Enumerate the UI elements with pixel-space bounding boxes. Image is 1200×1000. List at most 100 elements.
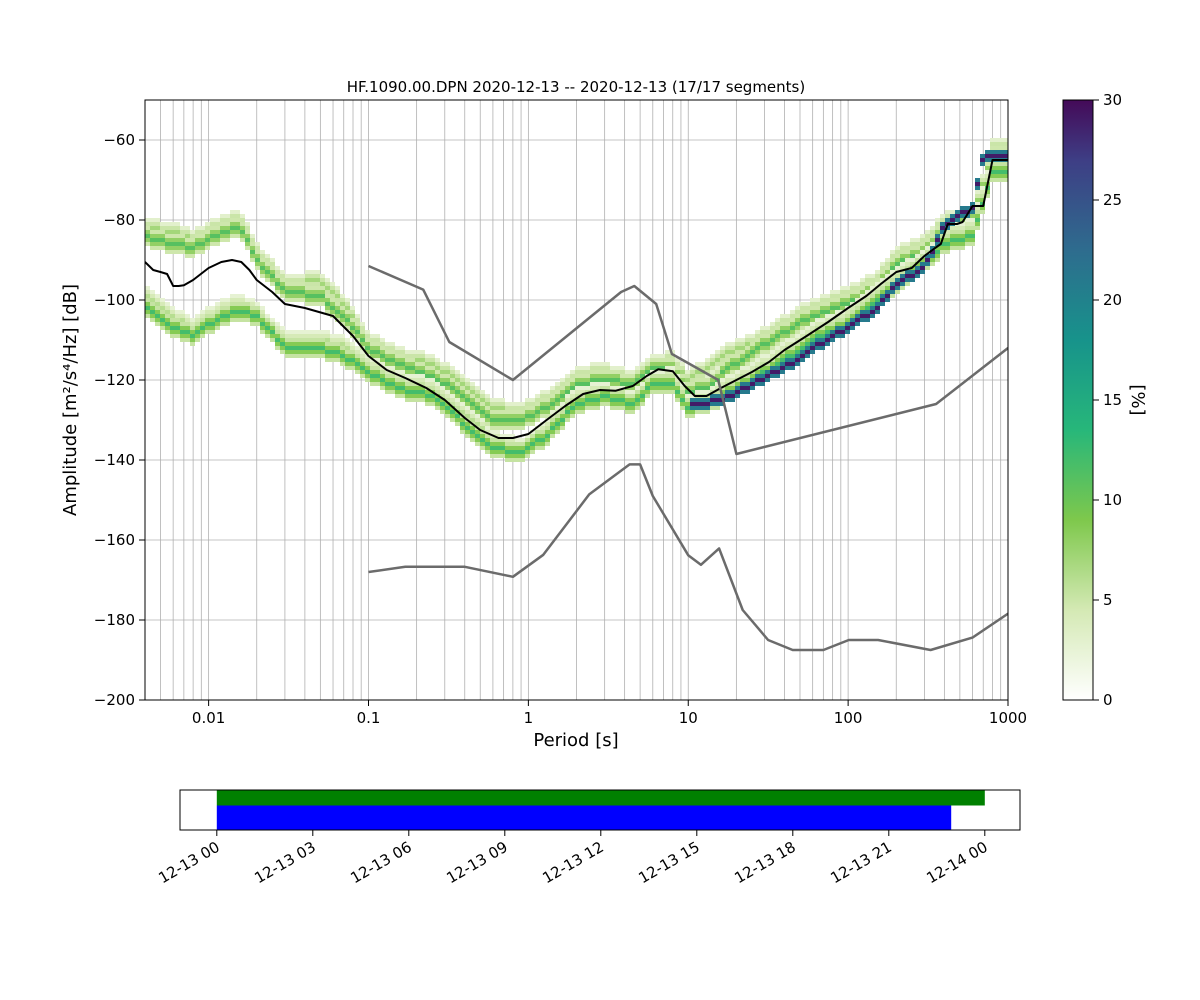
heatmap-cell <box>570 390 575 394</box>
heatmap-cell <box>415 370 420 374</box>
heatmap-cell <box>250 258 255 262</box>
heatmap-cell <box>735 354 740 358</box>
y-axis-ticks: −60−80−100−120−140−160−180−200 <box>94 131 145 709</box>
heatmap-cell <box>150 218 155 222</box>
heatmap-cell <box>700 402 705 406</box>
heatmap-cell <box>485 398 490 402</box>
heatmap-cell <box>745 370 750 374</box>
heatmap-cell <box>585 406 590 410</box>
heatmap-cell <box>755 354 760 358</box>
heatmap-cell <box>640 366 645 370</box>
heatmap-cell <box>515 410 520 414</box>
heatmap-cell <box>705 358 710 362</box>
heatmap-cell <box>365 338 370 342</box>
heatmap-cell <box>390 366 395 370</box>
heatmap-cell <box>760 334 765 338</box>
heatmap-cell <box>475 406 480 410</box>
heatmap-cell <box>940 230 945 234</box>
heatmap-cell <box>975 182 980 186</box>
heatmap-cell <box>155 218 160 222</box>
heatmap-cell <box>295 286 300 290</box>
heatmap-cell <box>585 394 590 398</box>
heatmap-cell <box>150 242 155 246</box>
heatmap-cell <box>615 374 620 378</box>
heatmap-cell <box>590 402 595 406</box>
heatmap-cell <box>355 314 360 318</box>
heatmap-cell <box>240 302 245 306</box>
heatmap-cell <box>650 386 655 390</box>
heatmap-cell <box>980 206 985 210</box>
heatmap-cell <box>500 414 505 418</box>
heatmap-cell <box>685 378 690 382</box>
heatmap-cell <box>935 222 940 226</box>
heatmap-cell <box>345 354 350 358</box>
heatmap-cell <box>340 346 345 350</box>
heatmap-cell <box>585 366 590 370</box>
heatmap-cell <box>665 366 670 370</box>
heatmap-cell <box>470 398 475 402</box>
heatmap-cell <box>415 350 420 354</box>
heatmap-cell <box>205 330 210 334</box>
heatmap-cell <box>855 322 860 326</box>
heatmap-cell <box>320 298 325 302</box>
heatmap-cell <box>245 234 250 238</box>
heatmap-cell <box>440 398 445 402</box>
heatmap-cell <box>545 442 550 446</box>
heatmap-cell <box>190 254 195 258</box>
heatmap-cell <box>255 254 260 258</box>
heatmap-cell <box>520 422 525 426</box>
heatmap-cell <box>225 322 230 326</box>
heatmap-cell <box>325 350 330 354</box>
heatmap-cell <box>975 226 980 230</box>
heatmap-cell <box>820 346 825 350</box>
heatmap-cell <box>595 374 600 378</box>
heatmap-cell <box>495 406 500 410</box>
heatmap-cell <box>860 278 865 282</box>
heatmap-cell <box>860 286 865 290</box>
heatmap-cell <box>145 306 150 310</box>
heatmap-cell <box>735 390 740 394</box>
heatmap-cell <box>505 426 510 430</box>
heatmap-cell <box>595 406 600 410</box>
heatmap-cell <box>345 306 350 310</box>
heatmap-cell <box>240 226 245 230</box>
heatmap-cell <box>400 350 405 354</box>
heatmap-cell <box>825 326 830 330</box>
heatmap-cell <box>700 406 705 410</box>
heatmap-cell <box>330 358 335 362</box>
heatmap-cell <box>385 358 390 362</box>
heatmap-cell <box>840 334 845 338</box>
heatmap-cell <box>750 338 755 342</box>
heatmap-cell <box>585 386 590 390</box>
colorbar-tick-label: 0 <box>1103 691 1113 709</box>
heatmap-cell <box>230 294 235 298</box>
heatmap-cell <box>465 434 470 438</box>
heatmap-cell <box>780 326 785 330</box>
heatmap-cell <box>995 162 1000 166</box>
heatmap-cell <box>305 338 310 342</box>
heatmap-cell <box>480 410 485 414</box>
heatmap-cell <box>495 438 500 442</box>
heatmap-cell <box>390 374 395 378</box>
heatmap-cell <box>830 310 835 314</box>
heatmap-cell <box>520 418 525 422</box>
heatmap-cell <box>755 342 760 346</box>
heatmap-cell <box>860 302 865 306</box>
heatmap-cell <box>780 330 785 334</box>
x-tick-label: 1 <box>524 709 534 727</box>
heatmap-cell <box>570 378 575 382</box>
heatmap-cell <box>200 318 205 322</box>
heatmap-cell <box>470 414 475 418</box>
heatmap-cell <box>880 302 885 306</box>
heatmap-cell <box>405 362 410 366</box>
heatmap-cell <box>240 318 245 322</box>
series-line-noise-model-low <box>368 463 1008 652</box>
heatmap-cell <box>520 454 525 458</box>
heatmap-cell <box>425 394 430 398</box>
heatmap-cell <box>725 358 730 362</box>
heatmap-cell <box>305 342 310 346</box>
heatmap-cell <box>420 354 425 358</box>
heatmap-cell <box>450 382 455 386</box>
heatmap-cell <box>755 350 760 354</box>
heatmap-cell <box>480 442 485 446</box>
